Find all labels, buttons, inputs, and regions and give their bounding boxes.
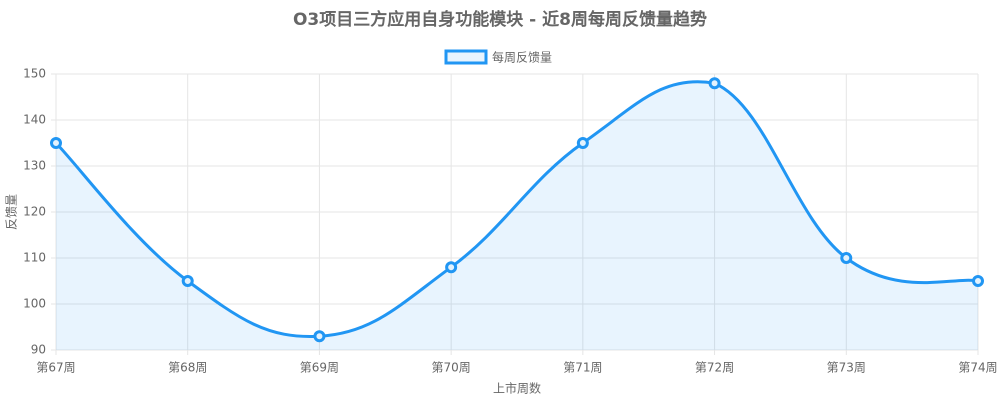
point — [313, 330, 326, 343]
chart-title: O3项目三方应用自身功能模块 - 近8周每周反馈量趋势 — [293, 9, 707, 30]
x-axis-label: 上市周数 — [493, 381, 541, 396]
x-tick-label: 第68周 — [168, 361, 207, 375]
area — [56, 81, 978, 350]
y-tick-label: 100 — [23, 297, 46, 311]
x-tick-label: 第70周 — [432, 361, 471, 375]
x-tick-label: 第74周 — [958, 361, 997, 375]
y-axis-label: 反馈量 — [5, 194, 19, 230]
y-tick-label: 90 — [31, 343, 46, 357]
point — [181, 275, 194, 287]
legend-label: 每周反馈量 — [492, 50, 552, 65]
point — [445, 261, 458, 274]
point — [840, 252, 853, 264]
point — [576, 137, 589, 149]
y-tick-label: 130 — [23, 159, 46, 173]
point — [50, 137, 62, 149]
y-tick-label: 110 — [23, 251, 46, 265]
point — [972, 275, 984, 287]
y-tick-label: 140 — [23, 113, 46, 127]
x-tick-label: 第69周 — [300, 361, 339, 375]
x-tick-label: 第72周 — [695, 361, 734, 375]
y-tick-label: 150 — [23, 67, 46, 81]
x-tick-label: 第67周 — [36, 361, 75, 375]
x-tick-label: 第73周 — [827, 361, 866, 375]
line — [54, 80, 979, 338]
legend-swatch — [444, 49, 488, 65]
x-tick-label: 第71周 — [563, 361, 602, 375]
point — [708, 77, 721, 90]
y-tick-label: 120 — [23, 205, 46, 219]
